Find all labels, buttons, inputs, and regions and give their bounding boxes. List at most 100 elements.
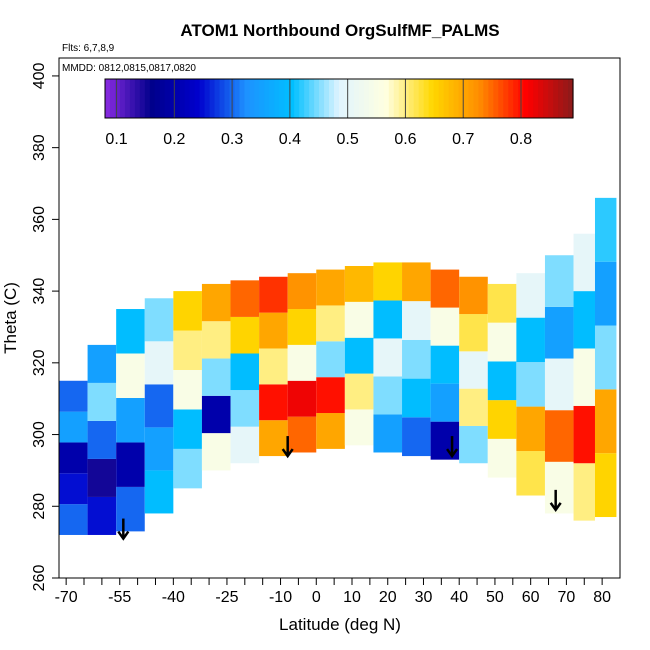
colorbar-swatch [563,79,569,118]
colorbar-swatch [109,79,116,118]
colorbar-swatch [363,79,370,118]
colorbar-swatch [448,79,455,118]
colorbar: 0.1 0.2 0.3 0.4 0.5 0.6 0.7 0.8 [104,78,574,148]
heatmap-cell [201,433,231,471]
colorbar-swatch [503,79,509,118]
x-tick-label: 80 [593,589,611,606]
colorbar-swatch [294,79,300,118]
heatmap-cell [173,330,202,370]
colorbar-swatch [339,79,345,118]
colorbar-swatch [309,79,315,118]
heatmap-cell [516,406,545,452]
colorbar-swatch [194,79,201,118]
colorbar-swatch [169,79,176,118]
heatmap-cell [487,283,517,323]
heatmap-cell [144,470,174,514]
heatmap-cell [487,322,517,362]
heatmap-cell [373,300,403,339]
heatmap-cell [487,400,517,439]
heatmap-cell [144,384,174,428]
heatmap-cell [573,233,595,292]
heatmap-cell [259,312,288,349]
colorbar-swatch [119,79,126,118]
marker-arrow [281,436,294,459]
colorbar-swatch [353,79,360,118]
heatmap-cell [59,473,88,505]
y-tick-label: 380 [31,134,48,161]
colorbar-swatch [204,79,211,118]
heatmap-cell [173,370,202,410]
heatmap-cell [259,348,288,385]
x-tick-label: -55 [108,589,131,606]
heatmap-cell [230,426,260,464]
colorbar-swatch [498,79,504,118]
heatmap-cell [402,378,431,418]
colorbar-tick-label: 0.3 [221,131,243,148]
colorbar-swatch [538,79,544,118]
colorbar-tick-label: 0.1 [105,131,127,148]
colorbar-swatch [413,79,420,118]
colorbar-swatch [105,79,111,118]
colorbar-swatch [189,79,196,118]
heatmap-cell [594,261,617,326]
heatmap-cell [59,504,88,535]
heatmap-cell [344,409,374,446]
colorbar-swatch [184,79,191,118]
colorbar-swatch [408,79,415,118]
heatmap-cell [344,266,374,302]
heatmap-cell [87,344,117,383]
heatmap-cell [87,496,117,535]
colorbar-swatch [234,79,241,118]
x-tick-label: -10 [269,589,292,606]
y-tick-label: 300 [31,421,48,448]
colorbar-swatch [159,79,166,118]
heatmap-cell [287,380,317,417]
colorbar-swatch [568,79,574,118]
heatmap-cell [116,486,145,532]
colorbar-swatch [239,79,246,118]
heatmap-cell [316,341,345,378]
colorbar-swatch [274,79,280,118]
heatmap-cell [373,376,403,415]
x-axis: -70 -55 -40 -25 -10 0 10 20 30 40 50 60 70 80 [55,578,611,606]
heatmap-cell [87,382,117,421]
colorbar-swatch [493,79,499,118]
plot-cells [59,197,617,535]
y-tick-label: 400 [31,62,48,89]
colorbar-swatch [343,79,350,118]
heatmap-cell [116,397,145,443]
heatmap-cell [344,373,374,410]
colorbar-swatch [373,79,380,118]
heatmap-cell [402,339,431,379]
heatmap-cell [173,291,202,331]
heatmap-cell [373,338,403,377]
heatmap-cell [516,317,545,363]
heatmap-cell [459,388,488,426]
heatmap-cell [316,413,345,449]
colorbar-tick-label: 0.7 [452,131,474,148]
colorbar-swatch [299,79,305,118]
colorbar-swatch [199,79,206,118]
y-tick-label: 320 [31,349,48,376]
heatmap-cell [402,262,431,302]
heatmap-cell [173,409,202,449]
colorbar-swatch [264,79,270,118]
colorbar-swatch [324,79,330,118]
heatmap-cell [430,269,460,308]
colorbar-tick-label: 0.6 [394,131,416,148]
colorbar-swatch [368,79,375,118]
marker-arrow [549,489,562,513]
heatmap-cell [116,309,145,354]
colorbar-swatch [398,79,405,118]
colorbar-swatch [259,79,265,118]
colorbar-swatch [114,79,121,118]
heatmap-cell [459,351,488,389]
x-tick-label: 70 [558,589,576,606]
plot-arrows [117,436,562,541]
colorbar-swatch [473,79,480,118]
colorbar-swatch [428,79,435,118]
x-tick-label: -70 [55,589,78,606]
heatmap-cell [287,309,317,345]
colorbar-swatch [488,79,494,118]
colorbar-swatch [463,79,470,118]
